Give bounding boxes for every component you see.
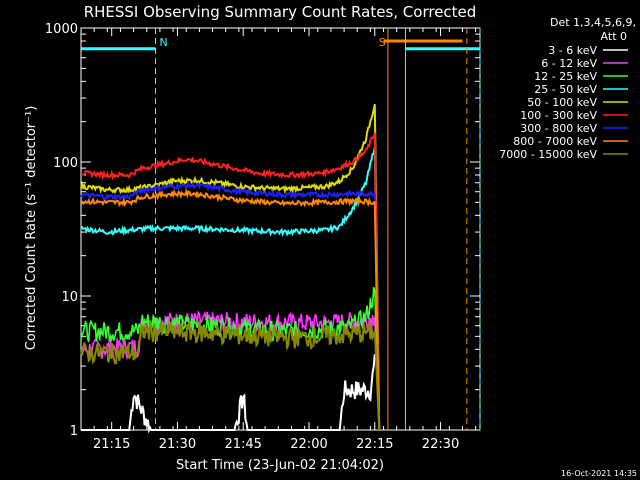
legend-label: 6 - 12 keV bbox=[541, 57, 597, 70]
x-tick-label: 22:00 bbox=[290, 437, 327, 452]
series-line bbox=[80, 318, 381, 431]
y-tick-label: 100 bbox=[53, 156, 78, 171]
legend-label: 100 - 300 keV bbox=[520, 109, 597, 122]
legend-label: 7000 - 15000 keV bbox=[499, 148, 597, 161]
y-axis-label: Corrected Count Rate (s⁻¹ detector⁻¹) bbox=[24, 106, 39, 351]
x-tick-label: 22:30 bbox=[422, 437, 459, 452]
legend-label: 3 - 6 keV bbox=[548, 44, 597, 57]
legend-label: 12 - 25 keV bbox=[534, 70, 597, 83]
y-tick-label: 1 bbox=[70, 424, 78, 439]
annotation-label: N bbox=[160, 36, 168, 49]
legend-header-2: Att 0 bbox=[601, 30, 627, 43]
y-tick-label: 10 bbox=[61, 290, 78, 305]
plot-area: 1 10 100 1000 21:15 21:30 21:45 22:00 22:15 22:30… bbox=[45, 22, 481, 452]
annotation-label: S bbox=[379, 36, 386, 49]
series-line bbox=[80, 180, 381, 431]
series-line bbox=[80, 310, 380, 431]
legend-label: 25 - 50 keV bbox=[534, 83, 597, 96]
series-line bbox=[80, 104, 381, 431]
x-axis-label: Start Time (23-Jun-02 21:04:02) bbox=[176, 458, 384, 473]
legend-header-1: Det 1,3,4,5,6,9, bbox=[550, 16, 636, 29]
series-line bbox=[80, 188, 381, 431]
timestamp: 16-Oct-2021 14:35 bbox=[561, 469, 637, 478]
x-tick-label: 21:15 bbox=[93, 437, 130, 452]
chart-title: RHESSI Observing Summary Count Rates, Co… bbox=[84, 3, 477, 21]
x-tick-label: 21:30 bbox=[159, 437, 196, 452]
legend-label: 50 - 100 keV bbox=[527, 96, 597, 109]
y-tick-label: 1000 bbox=[45, 22, 78, 37]
legend-label: 300 - 800 keV bbox=[520, 122, 597, 135]
series-line bbox=[81, 349, 381, 434]
legend-label: 800 - 7000 keV bbox=[513, 135, 597, 148]
x-tick-label: 22:15 bbox=[356, 437, 393, 452]
series-line bbox=[81, 132, 381, 431]
x-tick-label: 21:45 bbox=[224, 437, 261, 452]
series-line bbox=[80, 146, 381, 431]
